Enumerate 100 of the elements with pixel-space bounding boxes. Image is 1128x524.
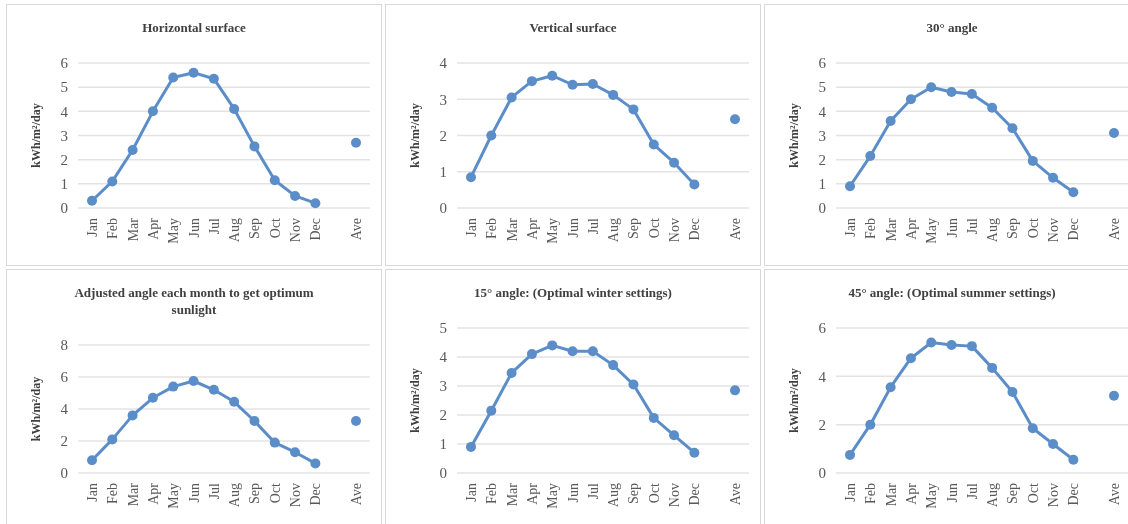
point (466, 172, 476, 183)
point (845, 449, 855, 460)
point (249, 416, 260, 426)
point (885, 116, 896, 126)
x-tick-label: Jul (585, 482, 601, 500)
point (987, 102, 998, 113)
y-axis-title: kWh/m²/day (408, 103, 422, 168)
x-tick-label: Sep (247, 218, 263, 239)
x-tick-label: Jul (206, 217, 222, 235)
point (1027, 155, 1038, 166)
x-tick-label: Oct (267, 217, 283, 239)
point (526, 76, 537, 87)
x-tick-label: May (924, 218, 940, 244)
point (147, 392, 158, 403)
x-tick-label: Sep (1005, 483, 1021, 504)
point (1109, 390, 1119, 401)
point (1068, 187, 1079, 198)
x-tick-label: Ave (349, 483, 364, 506)
y-tick-label: 2 (60, 433, 68, 450)
y-tick-label: 4 (818, 103, 827, 120)
point (466, 441, 476, 452)
x-tick-label: Oct (646, 217, 662, 239)
y-tick-label: 1 (60, 176, 68, 193)
point (648, 412, 659, 423)
point (486, 405, 497, 416)
point (269, 175, 280, 186)
x-tick-label: Feb (484, 218, 500, 239)
point (188, 67, 199, 78)
x-tick-label: Ave (728, 218, 743, 241)
x-tick-label: Jun (565, 483, 581, 503)
x-tick-label: Feb (863, 218, 879, 239)
x-tick-label: Dec (308, 218, 324, 241)
x-tick-label: Apr (524, 217, 540, 240)
point (628, 379, 639, 390)
point (926, 337, 937, 348)
point (966, 341, 977, 352)
point (249, 141, 260, 152)
x-tick-label: Dec (308, 483, 324, 506)
y-tick-label: 3 (439, 378, 447, 395)
point (987, 362, 998, 373)
point (946, 87, 957, 97)
y-axis-title: kWh/m²/day (787, 103, 801, 168)
y-tick-label: 6 (818, 320, 827, 337)
y-tick-label: 0 (818, 200, 826, 217)
point (310, 458, 321, 469)
x-tick-label: Jul (964, 217, 980, 235)
x-tick-label: Oct (646, 482, 662, 504)
x-tick-label: Oct (267, 482, 283, 504)
x-tick-label: Jun (186, 483, 202, 503)
x-tick-label: Jan (843, 218, 858, 237)
y-axis-title: kWh/m²/day (29, 376, 43, 442)
y-axis-title: kWh/m²/day (787, 368, 801, 433)
y-tick-label: 0 (60, 465, 68, 482)
point (946, 339, 957, 350)
x-tick-label: Jan (464, 483, 479, 502)
point (147, 106, 158, 117)
point (587, 346, 598, 357)
y-tick-label: 0 (439, 200, 447, 217)
y-tick-label: 4 (60, 103, 69, 120)
y-tick-label: 3 (439, 91, 447, 108)
x-tick-label: Apr (145, 217, 161, 240)
y-tick-label: 0 (439, 465, 447, 482)
y-tick-label: 5 (60, 79, 68, 96)
x-tick-label: Jan (85, 218, 100, 237)
x-tick-label: Feb (105, 218, 121, 239)
y-tick-label: 3 (60, 127, 68, 144)
point (486, 130, 497, 141)
point (127, 145, 138, 155)
y-tick-label: 6 (60, 55, 69, 72)
x-tick-label: Sep (626, 218, 642, 239)
y-tick-label: 6 (60, 369, 69, 386)
y-tick-label: 1 (439, 164, 447, 180)
point (208, 73, 219, 84)
point (506, 367, 517, 378)
x-tick-label: Jun (944, 483, 960, 503)
point (608, 89, 619, 100)
y-tick-label: 3 (818, 127, 826, 144)
point (608, 360, 619, 371)
point (168, 381, 179, 392)
x-tick-label: Aug (985, 483, 1001, 508)
point (87, 455, 97, 466)
x-tick-label: Nov (288, 218, 304, 243)
x-tick-label: Sep (1005, 218, 1021, 239)
y-tick-label: 4 (439, 349, 448, 366)
point (127, 410, 138, 421)
chart-title: Adjusted angle each month to get optimum sunlight (74, 285, 314, 317)
point (1007, 123, 1018, 134)
point (547, 340, 558, 351)
x-tick-label: Feb (484, 483, 500, 504)
point (669, 430, 680, 441)
x-tick-label: Apr (903, 482, 919, 505)
point (1109, 128, 1119, 139)
x-tick-label: Mar (125, 217, 141, 242)
point (689, 179, 700, 190)
chart-title: Horizontal surface (142, 20, 247, 35)
x-tick-label: Mar (504, 217, 520, 242)
chart-title: 15° angle: (Optimal winter settings) (474, 285, 672, 300)
y-tick-label: 0 (818, 465, 826, 482)
x-tick-label: Nov (288, 483, 304, 508)
y-tick-label: 5 (439, 320, 447, 337)
